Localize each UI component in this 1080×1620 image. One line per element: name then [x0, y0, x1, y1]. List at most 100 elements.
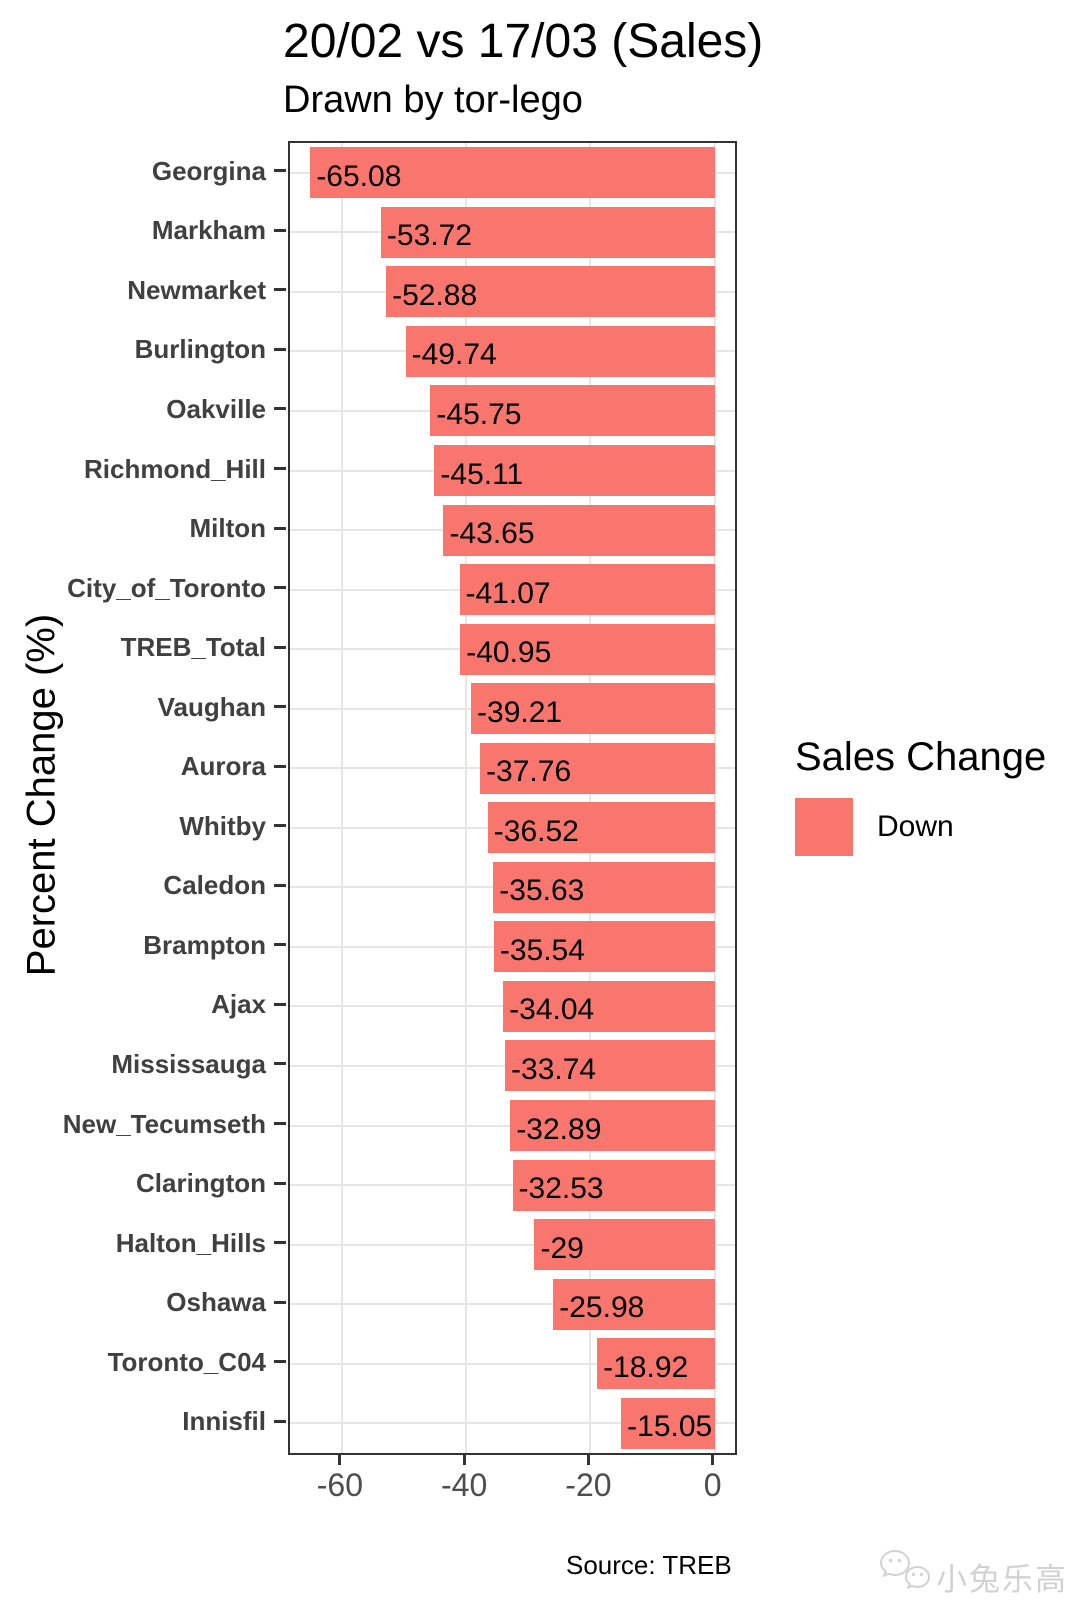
y-axis-label: Whitby — [179, 810, 266, 841]
bar-value-label: -45.11 — [440, 457, 524, 491]
y-tick — [274, 883, 286, 887]
chart-caption: Source: TREB — [566, 1550, 732, 1580]
y-axis-label: Clarington — [136, 1168, 266, 1199]
x-tick — [338, 1453, 342, 1465]
y-tick — [274, 228, 286, 232]
y-tick — [274, 1419, 286, 1423]
gridline-vertical — [589, 143, 592, 1453]
x-tick-label: -60 — [316, 1467, 363, 1503]
gridline-vertical — [340, 143, 343, 1453]
y-axis-label: Richmond_Hill — [83, 453, 266, 484]
bar — [386, 266, 715, 318]
y-tick — [274, 169, 286, 173]
y-tick — [274, 943, 286, 947]
chart-subtitle: Drawn by tor-lego — [283, 79, 583, 121]
bar-value-label: -37.76 — [486, 755, 572, 789]
y-axis-label: Oakville — [166, 393, 266, 424]
bar-value-label: -41.07 — [465, 576, 551, 610]
bar-value-label: -35.63 — [499, 874, 585, 908]
legend-item: Down — [795, 798, 1065, 856]
y-axis-label: Aurora — [180, 751, 266, 782]
x-tick — [586, 1453, 590, 1465]
y-axis-label: Burlington — [134, 334, 266, 365]
bar — [493, 861, 715, 913]
gridline-vertical — [713, 143, 716, 1453]
gridline-horizontal — [290, 1243, 735, 1246]
bar — [443, 504, 715, 556]
y-axis-label: Caledon — [163, 870, 266, 901]
y-tick — [274, 645, 286, 649]
bar-value-label: -39.21 — [477, 695, 563, 729]
bar-value-label: -45.75 — [436, 397, 522, 431]
bar — [405, 325, 715, 377]
y-tick — [274, 705, 286, 709]
y-axis-label: Innisfil — [182, 1406, 266, 1437]
y-tick — [274, 1241, 286, 1245]
y-tick — [274, 586, 286, 590]
y-axis-label: City_of_Toronto — [67, 572, 266, 603]
bar — [505, 1040, 715, 1092]
y-axis-label: New_Tecumseth — [62, 1108, 266, 1139]
gridline-horizontal — [290, 1422, 735, 1425]
bar-value-label: -49.74 — [411, 338, 497, 372]
bar-value-label: -33.74 — [511, 1052, 597, 1086]
y-axis-label: Georgina — [151, 155, 266, 186]
bar-value-label: -53.72 — [386, 219, 472, 253]
chart-title: 20/02 vs 17/03 (Sales) — [283, 15, 764, 68]
bar-value-label: -36.52 — [493, 814, 579, 848]
bar — [380, 206, 715, 258]
legend-item-label: Down — [877, 810, 954, 843]
y-axis-label: Newmarket — [127, 274, 266, 305]
bar — [503, 980, 715, 1032]
gridline-vertical — [465, 143, 468, 1453]
plot-panel: -65.08 -53.72 -52.88 -49.74 -45.75 -45.11 -43.… — [288, 141, 737, 1455]
watermark-text: 小兔乐高 — [936, 1562, 1068, 1597]
y-axis-label: Oshawa — [166, 1287, 266, 1318]
gridline-horizontal — [290, 1184, 735, 1187]
y-axis-label: Markham — [151, 215, 266, 246]
x-tick-label: -20 — [565, 1467, 612, 1503]
x-tick-label: 0 — [703, 1467, 722, 1503]
bar — [480, 742, 715, 794]
bar-value-label: -32.53 — [518, 1172, 604, 1206]
bar — [510, 1100, 715, 1151]
bar — [310, 147, 715, 199]
y-axis-label: Ajax — [211, 989, 266, 1020]
legend-swatch-down — [795, 798, 853, 856]
y-axis-label: Halton_Hills — [115, 1227, 266, 1258]
y-axis-label: Vaughan — [157, 691, 266, 722]
legend-title: Sales Change — [795, 735, 1047, 779]
bar — [459, 564, 715, 616]
bar — [534, 1219, 715, 1271]
y-tick — [274, 764, 286, 768]
bar-value-label: -40.95 — [466, 636, 552, 670]
y-tick — [274, 407, 286, 411]
y-tick — [274, 288, 286, 292]
bar — [471, 683, 715, 735]
bar-value-label: -65.08 — [316, 159, 402, 193]
bar-value-label: -34.04 — [509, 993, 595, 1027]
y-tick — [274, 347, 286, 351]
y-tick — [274, 1181, 286, 1185]
bar-value-label: -35.54 — [499, 933, 585, 967]
y-axis-label: Milton — [189, 513, 266, 544]
bar — [493, 921, 715, 973]
y-tick — [274, 1360, 286, 1364]
y-tick — [274, 526, 286, 530]
y-tick — [274, 1002, 286, 1006]
x-tick — [711, 1453, 715, 1465]
y-tick — [274, 824, 286, 828]
x-tick-label: -40 — [441, 1467, 488, 1503]
y-tick — [274, 1300, 286, 1304]
legend: Sales Change Down — [795, 735, 1065, 856]
bar — [553, 1278, 715, 1330]
bar-value-label: -43.65 — [449, 517, 535, 551]
bar-value-label: -29 — [540, 1231, 584, 1265]
y-axis-label: Mississauga — [111, 1048, 266, 1079]
bar-value-label: -25.98 — [559, 1291, 645, 1325]
bar — [434, 445, 715, 496]
bar-value-label: -52.88 — [392, 278, 478, 312]
bar — [597, 1338, 715, 1390]
bar — [487, 802, 715, 854]
